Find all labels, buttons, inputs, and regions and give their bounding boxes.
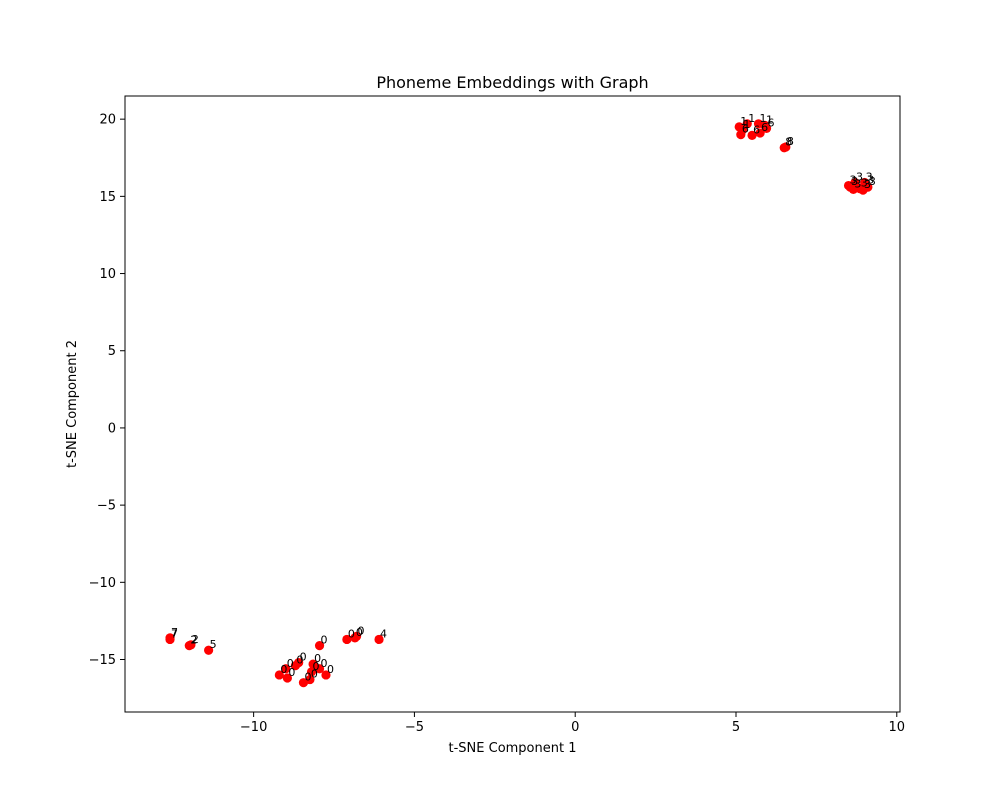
point-label: 3 [851,175,858,188]
x-axis: −10 −5 0 5 10 [240,712,905,735]
scatter-point [747,130,757,140]
points-layer [165,119,873,688]
y-axis-label: t-SNE Component 2 [65,340,80,468]
x-tick-label: 5 [732,720,740,735]
point-label: 3 [867,174,874,187]
point-label: 0 [304,671,311,684]
point-label: 3 [854,177,861,190]
scatter-point [186,640,196,650]
point-label: 2 [190,634,197,647]
scatter-point [314,664,325,674]
point-label: 6 [742,123,749,136]
point-label: 8 [787,135,794,148]
point-label: 1 [766,113,773,126]
scatter-point [742,119,752,129]
scatter-point [306,667,317,677]
scatter-point [850,177,860,188]
point-label: 7 [171,626,178,639]
chart-title: Phoneme Embeddings with Graph [376,73,648,92]
point-label: 6 [753,123,760,136]
x-tick-label: 10 [889,720,906,735]
point-label: 0 [358,624,365,637]
point-label: 0 [327,663,334,676]
scatter-point [761,123,772,134]
scatter-point [274,670,284,680]
y-tick-label: −15 [89,653,116,668]
scatter-point [314,641,325,651]
point-label: 0 [288,666,295,679]
scatter-point [755,128,765,138]
point-label: 5 [210,638,217,651]
scatter-point [374,634,384,645]
scatter-point [351,631,362,641]
x-tick-label: −10 [240,720,267,735]
point-label: 3 [864,178,871,191]
plot-frame [124,95,901,713]
scatter-point [281,664,291,674]
scatter-point [165,633,175,643]
scatter-point [342,634,352,645]
point-label: 0 [300,651,307,664]
scatter-point [308,659,318,669]
point-label: 7 [171,627,178,640]
y-tick-label: 0 [108,421,116,436]
scatter-point [737,125,748,135]
point-label: 6 [768,116,775,129]
point-label: 3 [861,177,868,190]
point-label: 1 [748,112,755,125]
point-label: 0 [321,657,328,670]
scatter-point [781,142,791,152]
point-label: 3 [866,170,873,183]
scatter-point [305,674,315,685]
scatter-point [863,182,873,192]
y-tick-label: 10 [99,267,116,282]
point-label: 0 [280,663,287,676]
point-label: 3 [850,174,857,187]
x-axis-label: t-SNE Component 1 [449,741,577,756]
point-label: 1 [740,115,747,128]
x-tick-label: −5 [405,720,424,735]
x-tick-label: 0 [571,720,579,735]
scatter-point [204,645,214,655]
y-tick-label: −10 [89,576,116,591]
point-label: 1 [760,112,767,125]
point-label: 0 [321,634,328,647]
point-label: 3 [856,170,863,183]
y-tick-label: −5 [97,499,116,514]
point-label: 1 [743,118,750,131]
point-label: 6 [761,121,768,134]
point-label: 0 [287,657,294,670]
point-label: 2 [192,633,199,646]
y-tick-label: 15 [99,190,116,205]
point-label: 0 [296,654,303,667]
y-axis: −15 −10 −5 0 5 10 15 20 [89,113,125,668]
point-label: 0 [313,660,320,673]
point-label: 0 [356,626,363,639]
point-label: 4 [380,627,387,640]
scatter-point [294,657,304,668]
point-label: 0 [314,652,321,665]
point-label: 0 [311,668,318,681]
point-label: 8 [785,136,792,149]
point-label: 0 [348,627,355,640]
y-tick-label: 20 [99,113,116,128]
y-tick-label: 5 [108,344,116,359]
point-label: 3 [869,175,876,188]
scatter-point [282,673,292,683]
scatter-point [321,670,331,680]
